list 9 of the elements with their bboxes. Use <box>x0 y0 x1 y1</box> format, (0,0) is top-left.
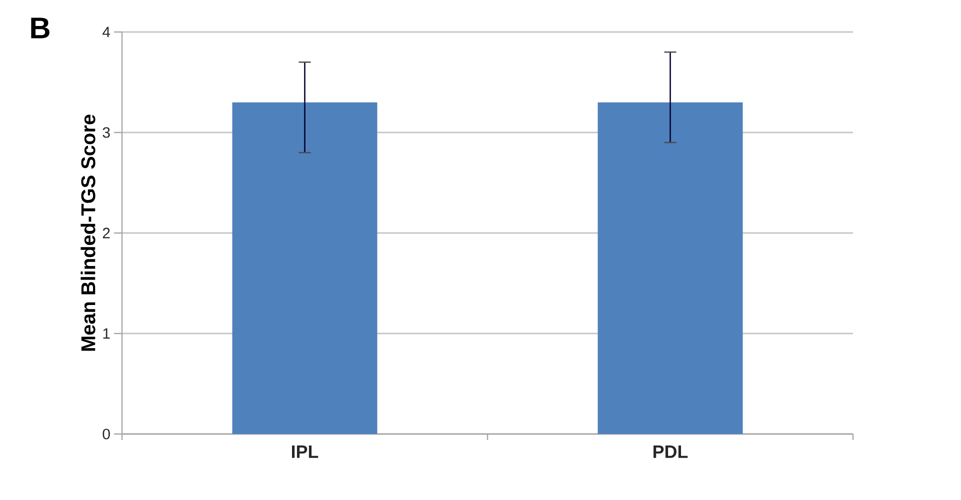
y-tick-label: 3 <box>102 127 110 138</box>
y-axis-title: Mean Blinded-TGS Score <box>80 114 96 351</box>
x-tick-label: IPL <box>292 446 318 458</box>
x-tick-label: PDL <box>654 446 688 458</box>
y-tick-label: 4 <box>102 26 110 38</box>
y-tick-label: 1 <box>103 328 110 339</box>
y-tick-label: 0 <box>102 428 110 440</box>
text: B <box>31 18 50 38</box>
y-tick-label: 2 <box>102 228 110 238</box>
